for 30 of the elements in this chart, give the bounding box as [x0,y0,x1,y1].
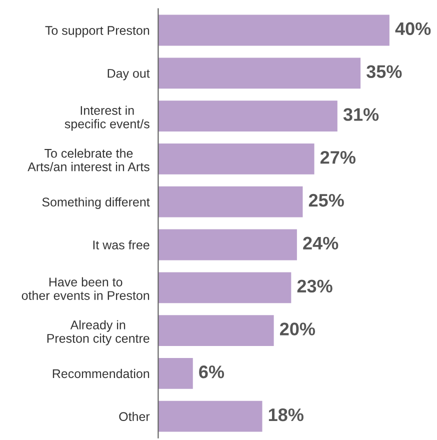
data-label: 23% [297,280,332,293]
data-label: 18% [268,408,304,422]
data-label: 40% [395,22,431,36]
bar [158,358,193,389]
y-tick-label: It was free [93,240,150,250]
data-label: 31% [343,108,379,121]
data-label: 20% [280,322,316,336]
data-label: 35% [366,65,402,78]
bar [158,400,262,432]
y-tick-label: To support Preston [45,26,150,38]
y-tick-label: Day out [108,69,150,80]
y-tick-label: Something different [42,197,150,209]
bar [158,100,338,132]
bar [158,315,274,346]
y-tick-label: To celebrate the Arts/an interest in Arts [28,148,150,172]
data-label: 6% [199,366,224,378]
bar [158,272,292,304]
bar [158,14,390,46]
bar [158,186,303,218]
bar [158,229,297,260]
y-tick-label: Other [119,412,150,421]
data-label: 24% [303,236,338,250]
y-tick-label: Recommendation [52,368,150,378]
bar [158,58,361,89]
data-label: 27% [320,151,356,164]
y-tick-label: Interest in specific event/s [64,106,150,131]
y-tick-label: Already in Preston city centre [47,320,150,346]
bar [158,144,314,174]
data-label: 25% [308,194,344,207]
y-tick-label: Have been to other events in Preston [22,277,150,300]
